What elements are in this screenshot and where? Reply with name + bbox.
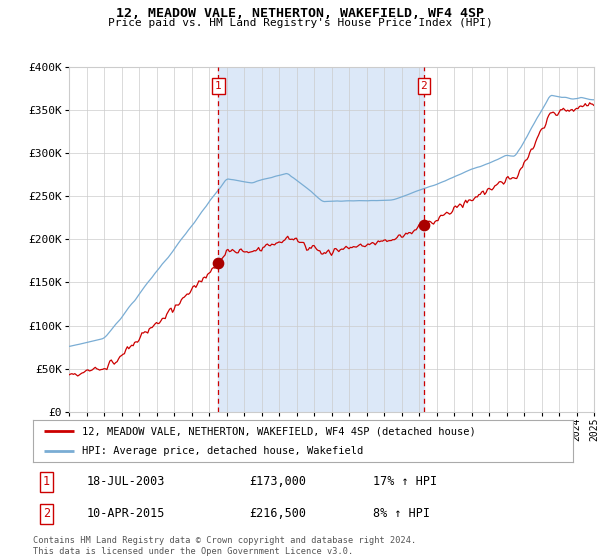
Text: £173,000: £173,000 bbox=[249, 475, 306, 488]
Text: £216,500: £216,500 bbox=[249, 507, 306, 520]
Bar bbox=[218, 67, 424, 412]
Text: 1: 1 bbox=[43, 475, 50, 488]
Text: Price paid vs. HM Land Registry's House Price Index (HPI): Price paid vs. HM Land Registry's House … bbox=[107, 18, 493, 28]
Text: 10-APR-2015: 10-APR-2015 bbox=[87, 507, 166, 520]
Text: 2: 2 bbox=[43, 507, 50, 520]
Text: 1: 1 bbox=[215, 81, 222, 91]
Text: 12, MEADOW VALE, NETHERTON, WAKEFIELD, WF4 4SP: 12, MEADOW VALE, NETHERTON, WAKEFIELD, W… bbox=[116, 7, 484, 20]
Text: HPI: Average price, detached house, Wakefield: HPI: Average price, detached house, Wake… bbox=[82, 446, 363, 456]
Text: 18-JUL-2003: 18-JUL-2003 bbox=[87, 475, 166, 488]
Point bbox=[419, 221, 428, 230]
Text: 2: 2 bbox=[421, 81, 427, 91]
Point bbox=[214, 258, 223, 267]
Text: 8% ↑ HPI: 8% ↑ HPI bbox=[373, 507, 430, 520]
Text: 12, MEADOW VALE, NETHERTON, WAKEFIELD, WF4 4SP (detached house): 12, MEADOW VALE, NETHERTON, WAKEFIELD, W… bbox=[82, 426, 475, 436]
Text: 17% ↑ HPI: 17% ↑ HPI bbox=[373, 475, 437, 488]
Text: Contains HM Land Registry data © Crown copyright and database right 2024.
This d: Contains HM Land Registry data © Crown c… bbox=[33, 536, 416, 556]
